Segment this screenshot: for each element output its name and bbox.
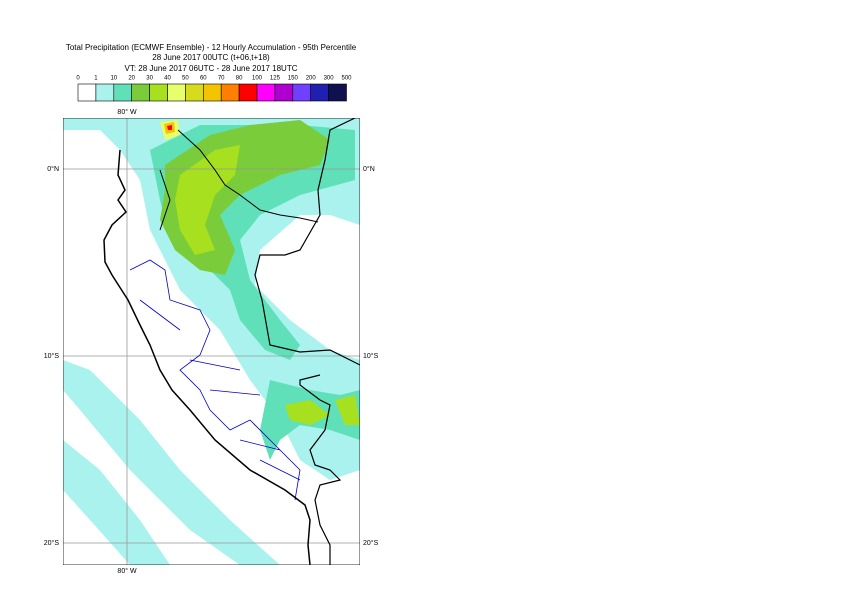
color-swatch: [310, 83, 329, 102]
colorbar-label: 0: [76, 76, 80, 82]
color-swatch: [167, 83, 186, 102]
color-swatch: [292, 83, 311, 102]
lat-label: 0°N: [47, 165, 59, 173]
color-swatch: [238, 83, 258, 102]
lat-label: 10°S: [363, 352, 379, 360]
color-swatch: [95, 83, 115, 102]
borders: [254, 118, 360, 565]
colorbar-label: 150: [288, 76, 299, 82]
colorbar-label: 80: [236, 76, 243, 82]
colorbar-label: 300: [324, 76, 335, 82]
color-swatch: [220, 83, 240, 102]
color-swatch: [113, 83, 133, 102]
colorbar-label: 30: [146, 76, 153, 82]
colorbar-label: 200: [306, 76, 317, 82]
subtitle: 28 June 2017 00UTC (t+06,t+18): [152, 53, 270, 62]
lat-label: 20°S: [44, 539, 60, 547]
color-swatch: [203, 83, 222, 102]
colorbar-label: 1: [94, 76, 98, 82]
lon-label: 80° W: [117, 108, 137, 116]
color-swatch: [77, 83, 97, 102]
graticule: [63, 118, 360, 565]
color-swatch: [185, 83, 204, 102]
colorbar-label: 60: [200, 76, 207, 82]
color-swatch: [149, 83, 168, 102]
colorbar-label: 125: [270, 76, 281, 82]
subtitle: VT: 28 June 2017 06UTC - 28 June 2017 18…: [125, 64, 298, 73]
colorbar: 0 1 10 20 30 40 50 60 70 80 100 125 150 200 300 500: [76, 76, 352, 102]
borders: [159, 129, 319, 231]
colorbar-label: 50: [182, 76, 189, 82]
colorbar-label: 10: [110, 76, 117, 82]
color-swatch: [256, 83, 276, 102]
colorbar-label: 500: [341, 76, 352, 82]
lat-label: 20°S: [363, 539, 379, 547]
regions: [129, 259, 301, 501]
lon-label: 80° W: [117, 567, 137, 575]
color-swatch: [131, 83, 150, 102]
lat-label: 10°S: [44, 352, 60, 360]
colorbar-label: 40: [164, 76, 171, 82]
colorbar-label: 100: [252, 76, 263, 82]
map: [63, 118, 360, 565]
colorbar-label: 70: [218, 76, 225, 82]
lat-label: 0°N: [363, 165, 375, 173]
coastline: [103, 149, 311, 565]
precipitation: [63, 118, 360, 565]
title: Total Precipitation (ECMWF Ensemble) - 1…: [66, 43, 357, 52]
colorbar-label: 20: [128, 76, 135, 82]
color-swatch: [274, 83, 294, 102]
color-swatch: [328, 83, 347, 102]
